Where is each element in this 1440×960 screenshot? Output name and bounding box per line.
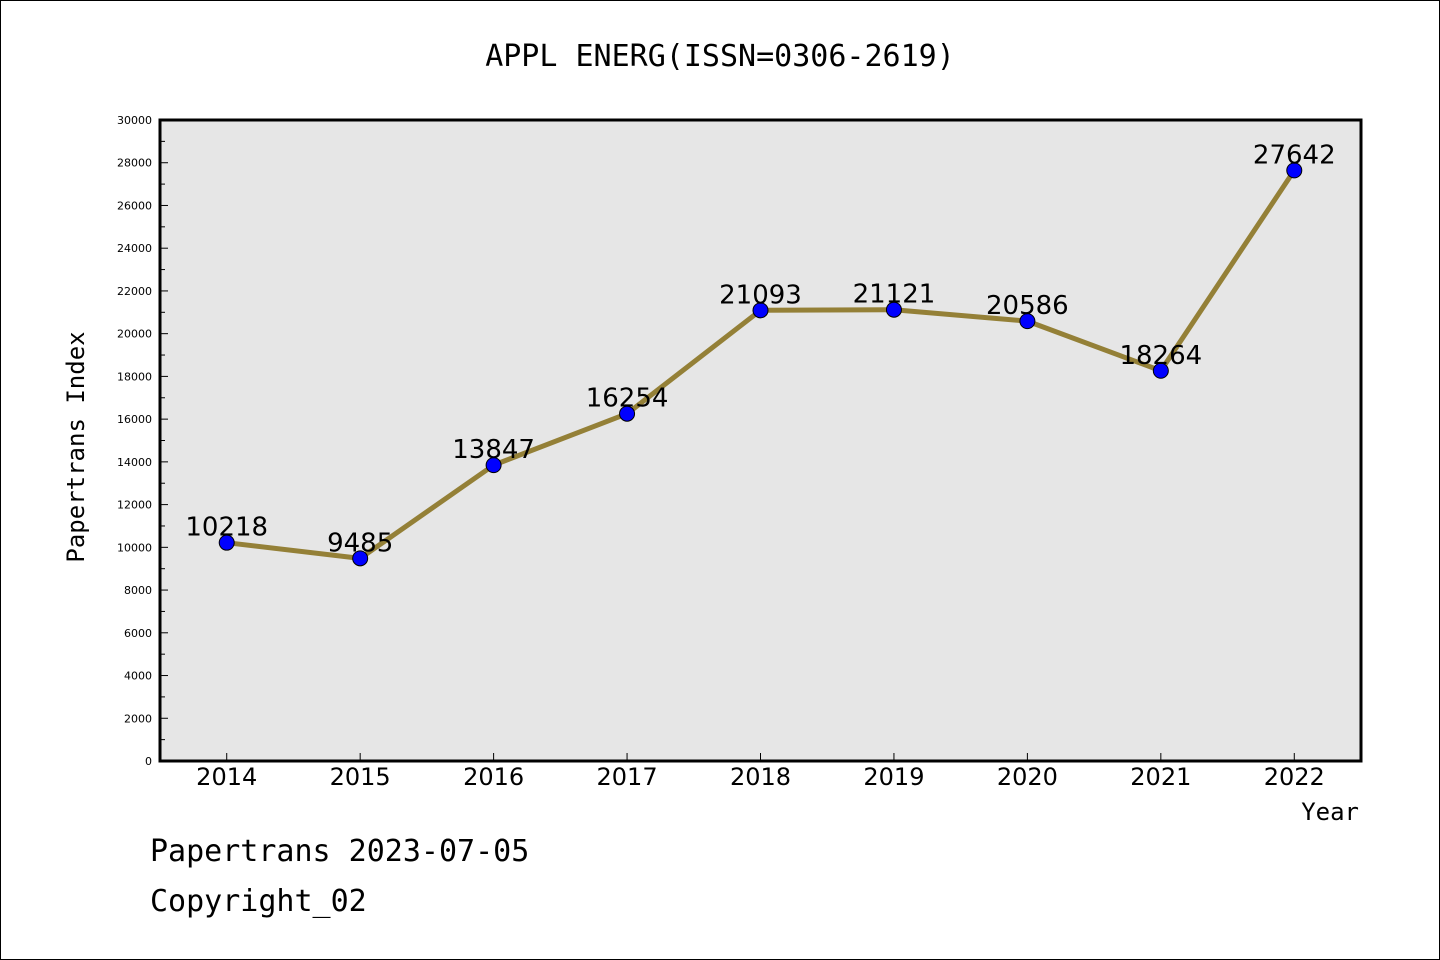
x-tick-label: 2016 [463, 763, 524, 791]
x-tick-label: 2021 [1130, 763, 1191, 791]
y-tick-label: 12000 [117, 499, 152, 512]
data-label: 9485 [327, 528, 393, 558]
y-tick-label: 8000 [124, 584, 152, 597]
data-point [1152, 362, 1169, 379]
data-label: 27642 [1253, 140, 1336, 170]
x-tick-label: 2019 [863, 763, 924, 791]
y-tick-label: 22000 [117, 285, 152, 298]
data-point [885, 301, 902, 318]
y-tick-label: 6000 [124, 627, 152, 640]
x-tick-label: 2014 [196, 763, 257, 791]
data-labels-group: 10218 9485 13847 16254 21093 21121 20586 18264 2… [185, 140, 1335, 558]
data-label: 18264 [1119, 341, 1202, 371]
points-group [218, 162, 1303, 567]
data-point [352, 550, 369, 567]
y-tick-label: 20000 [117, 328, 152, 341]
data-point [752, 302, 769, 319]
x-tick-label: 2020 [997, 763, 1058, 791]
y-tick-label: 28000 [117, 157, 152, 170]
footer-date: Papertrans 2023-07-05 [150, 834, 530, 869]
y-tick-label: 0 [145, 755, 152, 768]
y-tick-label: 10000 [117, 541, 152, 554]
data-label: 16254 [586, 384, 669, 414]
data-point [1019, 313, 1036, 330]
data-label: 21121 [853, 280, 936, 310]
y-axis-label: Papertrans Index [62, 331, 90, 562]
y-tick-label: 26000 [117, 199, 152, 212]
x-tick-label: 2018 [730, 763, 791, 791]
plot-area [158, 118, 1363, 763]
data-point [485, 457, 502, 474]
y-tick-label: 24000 [117, 242, 152, 255]
y-axis-ticks: 0 2000 4000 6000 8000 10000 12000 14000 16000 180… [117, 114, 168, 768]
data-label: 21093 [719, 280, 802, 310]
y-tick-label: 4000 [124, 670, 152, 683]
data-label: 10218 [185, 513, 268, 543]
y-tick-label: 16000 [117, 413, 152, 426]
x-axis-label: Year [1301, 798, 1359, 826]
x-tick-label: 2017 [597, 763, 658, 791]
y-tick-label: 14000 [117, 456, 152, 469]
data-label: 13847 [452, 435, 535, 465]
data-point [1286, 162, 1303, 179]
y-tick-label: 30000 [117, 114, 152, 127]
footer-copyright: Copyright_02 [150, 884, 367, 919]
x-tick-label: 2015 [330, 763, 391, 791]
data-point [218, 534, 235, 551]
chart-title: APPL ENERG(ISSN=0306-2619) [485, 39, 955, 74]
y-tick-label: 2000 [124, 712, 152, 725]
data-label: 20586 [986, 291, 1069, 321]
data-point [619, 405, 636, 422]
y-tick-label: 18000 [117, 370, 152, 383]
x-axis-ticks: 2014 2015 2016 2017 2018 2019 2020 2021 2022 [196, 753, 1325, 791]
x-tick-label: 2022 [1264, 763, 1325, 791]
